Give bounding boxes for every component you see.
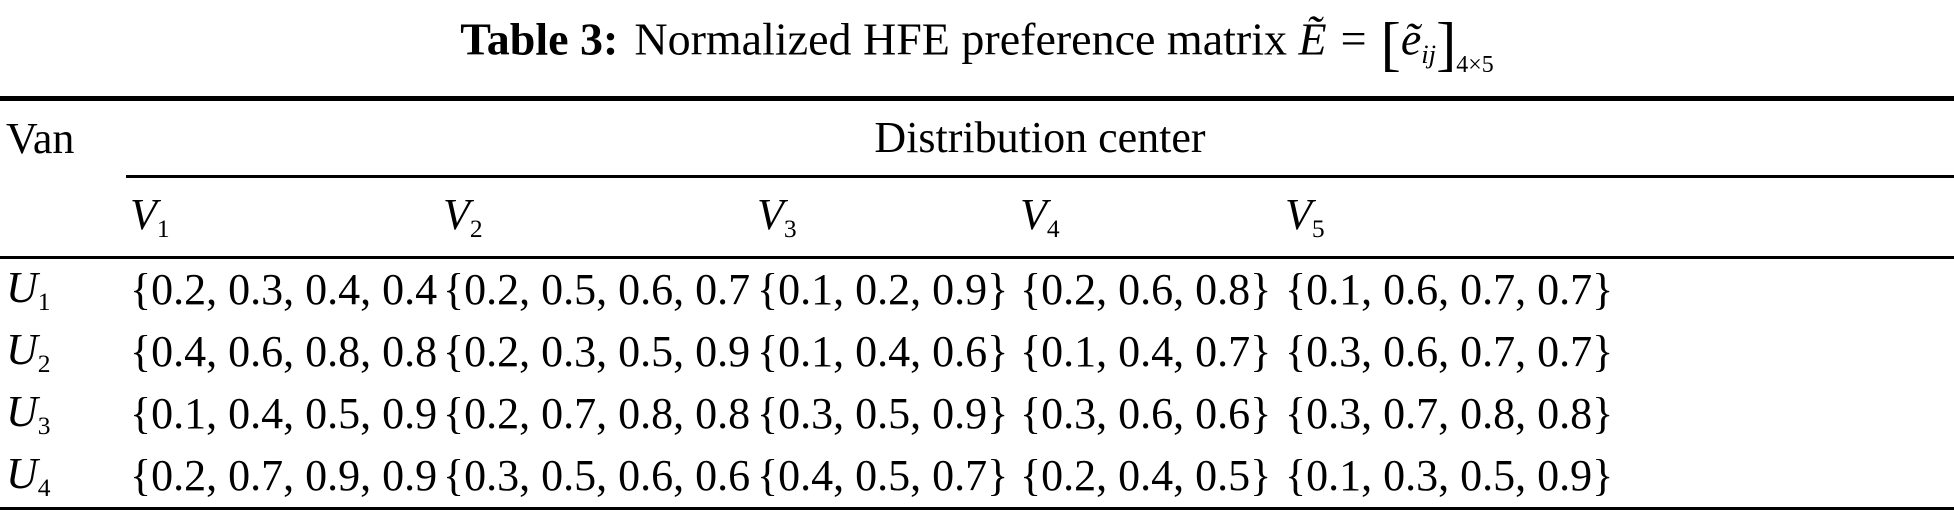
table-row-u1: U1 {0.2, 0.3, 0.4, 0.4} {0.2, 0.5, 0.6, … <box>0 257 1954 321</box>
col-header-sub: 4 <box>1046 214 1060 244</box>
row-label-base: U <box>6 263 38 313</box>
table-caption: Table 3: Normalized HFE preference matrix… <box>0 0 1954 96</box>
matrix-cell: {0.1, 0.4, 0.5, 0.9} <box>130 389 439 439</box>
matrix-cell: {0.2, 0.7, 0.8, 0.8} <box>443 389 753 439</box>
empty-corner-cell <box>0 176 126 259</box>
row-label-u3: U3 <box>0 383 126 445</box>
col-header-v2: V2 <box>439 176 753 259</box>
matrix-cell: {0.1, 0.4, 0.6} <box>757 327 1009 377</box>
matrix-cell: {0.1, 0.3, 0.5, 0.9} <box>1281 444 1954 510</box>
open-bracket: [ <box>1380 11 1401 78</box>
caption-label: Table 3: <box>460 13 619 65</box>
row-label-sub: 2 <box>37 349 51 379</box>
col-header-base: V <box>757 190 784 240</box>
matrix-cell: {0.1, 0.4, 0.7} <box>1020 327 1272 377</box>
matrix-cell: {0.2, 0.4, 0.5} <box>1016 444 1281 510</box>
entry-symbol: ẽ <box>1400 13 1422 65</box>
matrix-cell: {0.2, 0.7, 0.9, 0.9} <box>126 444 439 510</box>
entry-subscript: ij <box>1421 38 1437 69</box>
matrix-cell: {0.3, 0.5, 0.6, 0.6} <box>439 444 753 510</box>
column-header-row: V1 V2 V3 V4 V5 <box>0 176 1954 259</box>
col-header-base: V <box>1285 190 1312 240</box>
col-header-base: V <box>130 190 157 240</box>
matrix-cell: {0.1, 0.6, 0.7, 0.7} <box>1285 265 1614 315</box>
matrix-cell: {0.1, 0.2, 0.9} <box>757 265 1009 315</box>
row-label-base: U <box>6 325 38 375</box>
matrix-cell: {0.2, 0.3, 0.4, 0.4} <box>130 265 439 315</box>
col-header-v3: V3 <box>753 176 1016 259</box>
hfe-preference-table: Van Distribution center V1 V2 V3 V4 V5 U… <box>0 95 1954 510</box>
col-header-sub: 5 <box>1311 214 1325 244</box>
matrix-cell: {0.4, 0.6, 0.8, 0.8} <box>130 327 439 377</box>
row-label-sub: 3 <box>37 411 51 441</box>
col-header-v1: V1 <box>126 176 439 259</box>
row-label-u1: U1 <box>0 257 126 321</box>
matrix-symbol: Ẽ <box>1298 13 1327 65</box>
matrix-cell: {0.4, 0.5, 0.7} <box>753 444 1016 510</box>
row-label-base: U <box>6 387 38 437</box>
col-header-base: V <box>1020 190 1047 240</box>
table-row-u3: U3 {0.1, 0.4, 0.5, 0.9} {0.2, 0.7, 0.8, … <box>0 383 1954 445</box>
table-row-u4: U4 {0.2, 0.7, 0.9, 0.9} {0.3, 0.5, 0.6, … <box>0 444 1954 510</box>
col-header-v4: V4 <box>1016 176 1281 259</box>
close-bracket: ] <box>1436 11 1457 78</box>
matrix-cell: {0.3, 0.6, 0.7, 0.7} <box>1285 327 1614 377</box>
matrix-cell: {0.3, 0.5, 0.9} <box>757 389 1009 439</box>
matrix-cell: {0.2, 0.6, 0.8} <box>1020 265 1272 315</box>
matrix-cell: {0.2, 0.3, 0.5, 0.9} <box>443 327 753 377</box>
row-label-sub: 4 <box>37 473 51 503</box>
row-label-base: U <box>6 449 38 499</box>
equals-sign: = <box>1340 13 1367 65</box>
matrix-cell: {0.3, 0.6, 0.6} <box>1020 389 1272 439</box>
group-header-distribution-center: Distribution center <box>126 98 1954 178</box>
matrix-cell: {0.2, 0.5, 0.6, 0.7} <box>443 265 753 315</box>
row-label-sub: 1 <box>37 287 51 317</box>
col-header-sub: 1 <box>156 214 170 244</box>
col-header-sub: 3 <box>783 214 797 244</box>
corner-header-van: Van <box>6 114 75 164</box>
matrix-dimensions-subscript: 4×5 <box>1456 52 1494 79</box>
col-header-base: V <box>443 190 470 240</box>
matrix-cell: {0.3, 0.7, 0.8, 0.8} <box>1285 389 1614 439</box>
col-header-v5: V5 <box>1281 176 1954 259</box>
row-label-u4: U4 <box>0 444 126 510</box>
group-header-row: Van Distribution center <box>0 98 1954 178</box>
row-label-u2: U2 <box>0 321 126 383</box>
table-row-u2: U2 {0.4, 0.6, 0.8, 0.8} {0.2, 0.3, 0.5, … <box>0 321 1954 383</box>
caption-title: Normalized HFE preference matrix <box>634 13 1288 65</box>
col-header-sub: 2 <box>469 214 483 244</box>
